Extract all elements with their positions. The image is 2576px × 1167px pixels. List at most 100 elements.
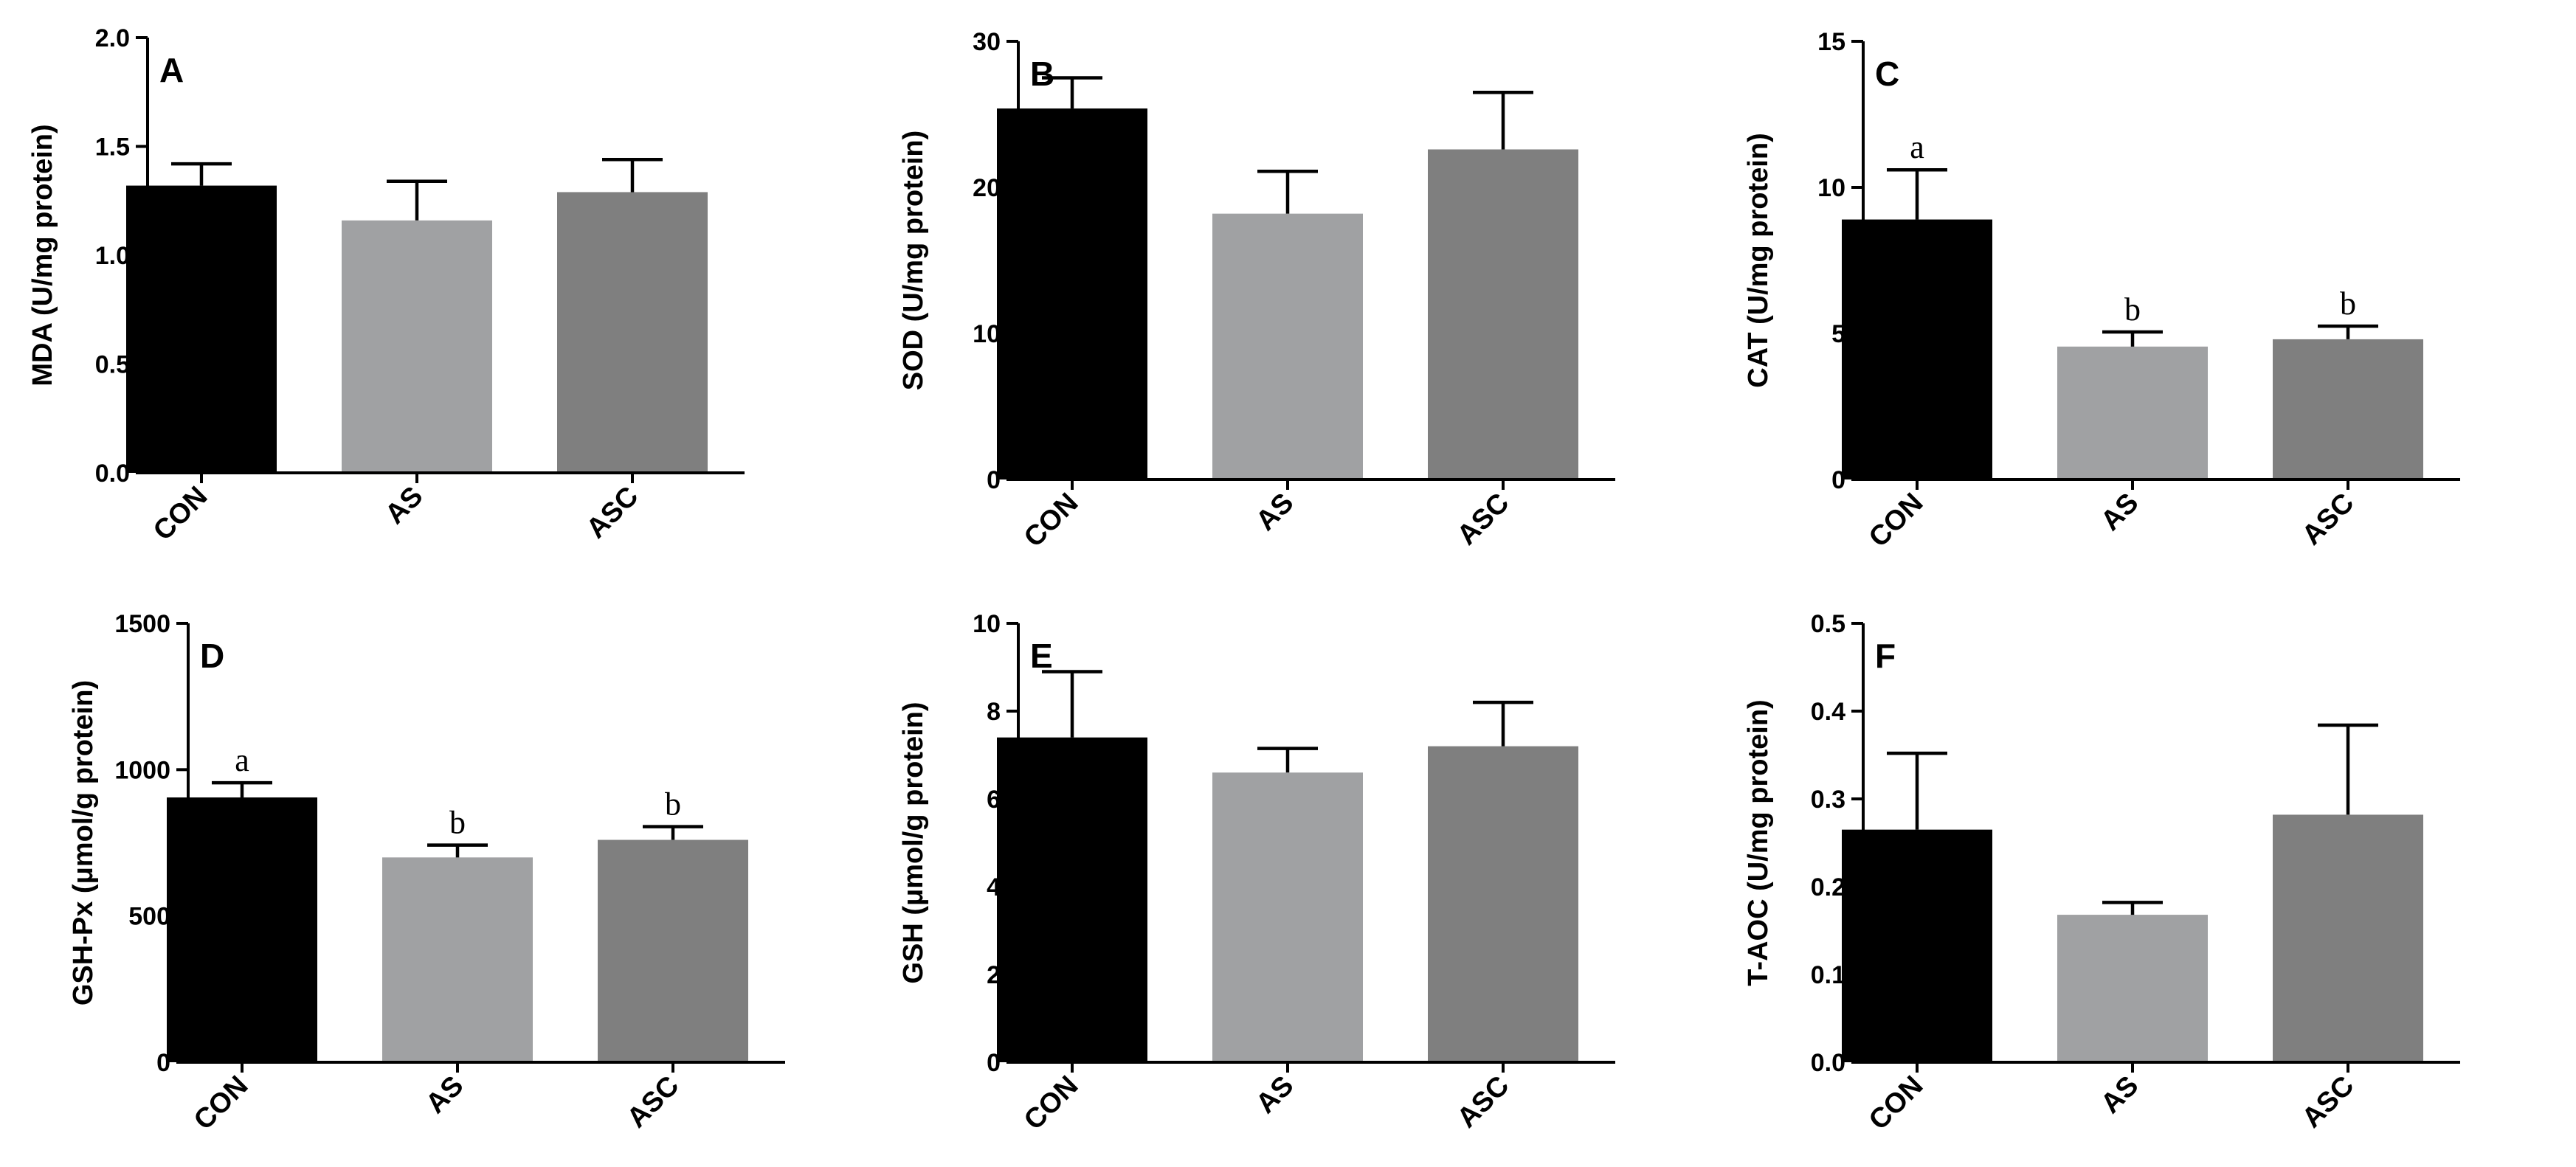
panel-d-y-tick-label: 1000	[114, 756, 170, 784]
panel-e-y-tick-label: 4	[987, 873, 1001, 901]
panel-d-x-tick-label-con: CON	[188, 1070, 254, 1136]
panel-c-y-axis-title: CAT (U/mg protein)	[1743, 133, 1774, 387]
panel-e-letter: E	[1030, 637, 1053, 675]
panel-f-y-tick-label: 0.4	[1811, 698, 1845, 726]
panel-d-error-bar-con	[212, 780, 272, 798]
panel-a-bar-con	[126, 185, 277, 473]
panel-d-sig-label-asc: b	[665, 786, 681, 823]
panel-e-y-tick-label: 8	[987, 698, 1001, 726]
panel-d-bar-con	[167, 797, 317, 1062]
panel-e-error-bar-as	[1257, 747, 1318, 773]
panel-a-error-bar-con	[171, 162, 232, 186]
panel-b-letter: B	[1030, 55, 1054, 93]
panel-e-y-tick-label: 10	[973, 610, 1001, 638]
panel-b-bar-asc	[1428, 149, 1578, 479]
panel-e-y-axis-title: GSH (μmol/g protein)	[898, 702, 929, 983]
panel-a-y-tick-label: 1.5	[95, 134, 130, 162]
panel-e-x-tick-label-asc: ASC	[1451, 1070, 1515, 1134]
panel-c-letter: C	[1875, 55, 1899, 93]
panel-c-y-tick-label: 5	[1831, 320, 1845, 348]
panel-c-y-tick-label: 0	[1831, 466, 1845, 494]
panel-e-bar-asc	[1428, 746, 1578, 1062]
panel-b-error-bar-asc	[1473, 91, 1533, 150]
panel-b-x-tick-label-asc: ASC	[1451, 488, 1515, 551]
panel-f-letter: F	[1875, 637, 1896, 675]
panel-b-error-bar-con	[1042, 76, 1102, 109]
panel-c-x-tick-label-as: AS	[2095, 488, 2144, 537]
panel-e-bar-as	[1212, 772, 1363, 1062]
panel-b-bar-as	[1212, 213, 1363, 479]
panel-b-y-axis-title: SOD (U/mg protein)	[898, 131, 929, 391]
panel-f-y-tick-label: 0.0	[1811, 1049, 1845, 1077]
panel-d-bar-asc	[598, 839, 748, 1062]
panel-d-x-tick-label-as: AS	[420, 1070, 469, 1120]
panel-c-y-tick-label: 15	[1817, 28, 1845, 56]
panel-e-y-tick-label: 6	[987, 786, 1001, 814]
panel-c-error-bar-as	[2102, 330, 2163, 347]
panel-d-letter: D	[200, 637, 224, 675]
panel-a-bar-as	[342, 220, 492, 473]
panel-b-y-tick-label: 20	[973, 174, 1001, 202]
panel-a-y-tick-label: 0.0	[95, 460, 130, 488]
panel-c-bar-con	[1842, 219, 1992, 479]
panel-c-x-tick-label-con: CON	[1863, 488, 1929, 553]
panel-a-y-axis-title: MDA (U/mg protein)	[27, 124, 58, 386]
panel-d-y-tick-label: 0	[156, 1049, 170, 1077]
panel-d-bar-as	[382, 857, 533, 1062]
panel-d-x-tick-label-asc: ASC	[621, 1070, 685, 1134]
panel-b-x-tick-label-con: CON	[1018, 488, 1084, 553]
panel-b-error-bar-as	[1257, 169, 1318, 214]
panel-c-error-bar-con	[1887, 167, 1947, 220]
panel-e-bar-con	[997, 737, 1147, 1062]
panel-d-y-axis-title: GSH-Px (μmol/g protein)	[68, 680, 99, 1005]
panel-a-x-tick-label-con: CON	[148, 481, 213, 547]
panel-f-y-tick-label: 0.2	[1811, 873, 1845, 901]
panel-e-y-tick-label: 0	[987, 1049, 1001, 1077]
panel-a-letter: A	[159, 51, 184, 89]
panel-a-y-tick-label: 0.5	[95, 351, 130, 379]
panel-e-x-tick-label-as: AS	[1250, 1070, 1299, 1120]
panel-c-y-tick-label: 10	[1817, 174, 1845, 202]
panel-a-error-bar-asc	[602, 157, 663, 193]
panel-f-y-tick-label: 0.3	[1811, 786, 1845, 814]
panel-d-error-bar-as	[427, 843, 488, 858]
panel-a-x-tick-label-asc: ASC	[581, 481, 644, 544]
panel-b-x-tick-label-as: AS	[1250, 488, 1299, 537]
panel-e-error-bar-asc	[1473, 700, 1533, 747]
panel-c-sig-label-asc: b	[2340, 285, 2356, 322]
panel-f-error-bar-asc	[2318, 723, 2378, 815]
panel-f-error-bar-as	[2102, 901, 2163, 915]
panel-e-x-tick-label-con: CON	[1018, 1070, 1084, 1136]
panel-e-error-bar-con	[1042, 670, 1102, 738]
panel-b-bar-con	[997, 108, 1147, 479]
panel-d-sig-label-as: b	[449, 805, 466, 841]
panel-f-x-tick-label-as: AS	[2095, 1070, 2144, 1120]
panel-c-bar-asc	[2273, 339, 2423, 479]
panel-f-y-tick-label: 0.5	[1811, 610, 1845, 638]
panel-b-y-tick-label: 10	[973, 320, 1001, 348]
panel-f-bar-con	[1842, 829, 1992, 1062]
panel-a-y-tick-label: 1.0	[95, 242, 130, 270]
panel-c-sig-label-con: a	[1910, 129, 1924, 165]
panel-a-bar-asc	[557, 192, 708, 473]
panel-f-y-tick-label: 0.1	[1811, 961, 1845, 989]
panel-b-y-tick-label: 0	[987, 466, 1001, 494]
panel-d-y-tick-label: 500	[128, 903, 170, 931]
panel-c-x-tick-label-asc: ASC	[2296, 488, 2360, 551]
panel-b-y-tick-label: 30	[973, 28, 1001, 56]
panel-c-error-bar-asc	[2318, 324, 2378, 339]
panel-a-x-tick-label-as: AS	[379, 481, 429, 530]
panel-c-bar-as	[2057, 346, 2208, 479]
panel-a-error-bar-as	[387, 179, 447, 221]
panel-f-y-axis-title: T-AOC (U/mg protein)	[1743, 699, 1774, 986]
panel-f-x-tick-label-con: CON	[1863, 1070, 1929, 1136]
panel-f-x-tick-label-asc: ASC	[2296, 1070, 2360, 1134]
panel-e-y-tick-label: 2	[987, 961, 1001, 989]
panel-f-bar-asc	[2273, 814, 2423, 1062]
panel-d-y-tick-label: 1500	[114, 610, 170, 638]
panel-c-sig-label-as: b	[2124, 291, 2141, 328]
panel-d-sig-label-con: a	[235, 742, 249, 778]
panel-d-error-bar-asc	[643, 825, 703, 840]
